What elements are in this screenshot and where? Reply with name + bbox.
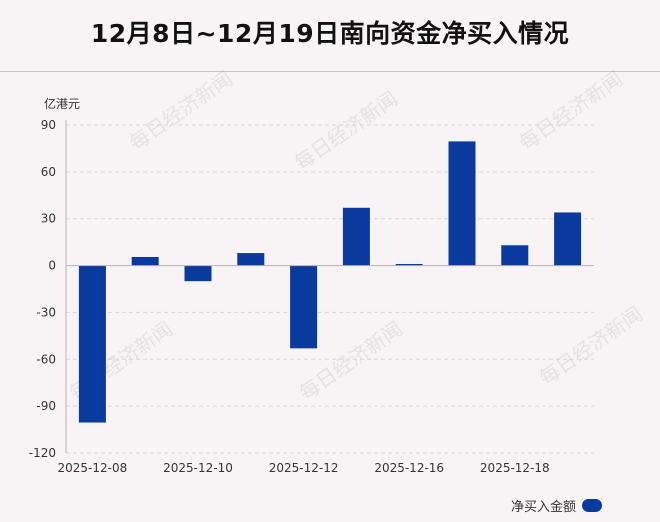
bar-2025-12-10: [184, 265, 212, 282]
bar-2025-12-11: [237, 253, 265, 266]
x-tick-label: 2025-12-12: [269, 461, 339, 475]
y-tick-label: 60: [41, 165, 56, 179]
bar-2025-12-08: [78, 265, 106, 423]
y-tick-label: -30: [36, 305, 56, 319]
x-tick-label: 2025-12-10: [163, 461, 233, 475]
y-tick-label: 0: [48, 259, 56, 273]
chart-title: 12月8日~12月19日南向资金净买入情况: [90, 19, 570, 48]
bar-2025-12-18: [501, 245, 529, 266]
x-tick-label: 2025-12-08: [58, 461, 128, 475]
bar-2025-12-12: [290, 265, 318, 349]
legend-swatch: [582, 499, 602, 512]
y-tick-label: 90: [41, 118, 56, 132]
x-tick-label: 2025-12-18: [480, 461, 550, 475]
y-tick-label: 30: [41, 212, 56, 226]
y-tick-label: -120: [29, 446, 56, 460]
bar-2025-12-16: [395, 264, 423, 266]
bar-2025-12-09: [131, 256, 159, 266]
y-tick-label: -90: [36, 399, 56, 413]
legend: 净买入金额: [511, 496, 602, 515]
y-axis-unit: 亿港元: [44, 96, 80, 111]
x-tick-label: 2025-12-16: [374, 461, 444, 475]
bar-2025-12-17: [448, 141, 476, 266]
bar-2025-12-15: [342, 207, 370, 266]
legend-label: 净买入金额: [510, 500, 576, 515]
y-tick-label: -60: [36, 352, 56, 366]
bar-2025-12-19: [554, 212, 582, 266]
title-divider: [0, 71, 660, 72]
